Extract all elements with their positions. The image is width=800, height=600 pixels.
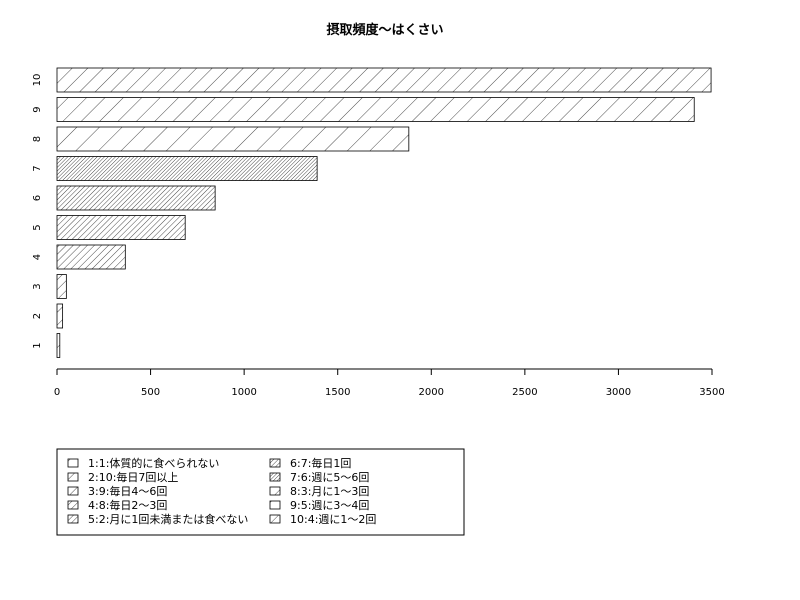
legend-label-8: 8:3:月に1〜3回	[290, 485, 369, 498]
y-tick-label-5: 5	[32, 224, 43, 230]
legend-swatch-9	[269, 500, 281, 510]
y-tick-label-10: 10	[32, 74, 43, 87]
x-tick-label-500: 500	[141, 387, 160, 398]
legend-swatch-8	[269, 486, 281, 496]
legend-swatch-1	[67, 458, 79, 468]
legend-label-10: 10:4:週に1〜2回	[290, 513, 376, 526]
bar-4	[56, 244, 126, 270]
y-tick-label-7: 7	[32, 165, 43, 171]
x-tick-label-3500: 3500	[699, 387, 724, 398]
x-tick-label-3000: 3000	[606, 387, 631, 398]
legend-label-5: 5:2:月に1回未満または食べない	[88, 512, 248, 526]
bar-6	[56, 185, 216, 211]
x-tick-label-0: 0	[54, 387, 60, 398]
x-axis: 0 500 1000 1500 2000 2500 3000 3500	[54, 368, 725, 398]
y-tick-label-8: 8	[32, 136, 43, 142]
legend-label-7: 7:6:週に5〜6回	[290, 471, 369, 484]
chart-title: 摂取頻度〜はくさい	[326, 22, 443, 38]
legend-label-6: 6:7:毎日1回	[290, 457, 351, 470]
y-tick-label-9: 9	[32, 106, 43, 112]
legend-label-4: 4:8:毎日2〜3回	[88, 499, 167, 512]
legend-label-3: 3:9:毎日4〜6回	[88, 485, 167, 498]
legend-swatch-2	[67, 472, 79, 482]
legend-swatch-10	[269, 514, 281, 524]
bar-1	[56, 333, 61, 358]
bars-layer	[56, 67, 712, 358]
bar-8	[56, 126, 410, 152]
bar-9	[56, 97, 695, 122]
bar-10	[56, 67, 712, 93]
y-tick-label-4: 4	[32, 254, 43, 260]
legend-box	[56, 448, 465, 536]
y-tick-label-6: 6	[32, 195, 43, 201]
x-tick-label-2000: 2000	[419, 387, 444, 398]
bar-3	[56, 274, 67, 299]
legend-swatch-7	[269, 472, 281, 482]
y-axis-labels: 1 2 3 4 5 6 7 8 9 10	[32, 74, 43, 349]
legend-label-9: 9:5:週に3〜4回	[290, 499, 369, 512]
legend-label-2: 2:10:毎日7回以上	[88, 471, 178, 484]
legend-swatch-3	[67, 486, 79, 496]
y-tick-label-1: 1	[32, 342, 43, 348]
legend-swatch-4	[67, 500, 79, 510]
legend-swatch-5	[67, 514, 79, 524]
y-tick-label-3: 3	[32, 283, 43, 289]
x-tick-label-1000: 1000	[231, 387, 256, 398]
y-tick-label-2: 2	[32, 313, 43, 319]
bar-5	[56, 215, 186, 240]
bar-2	[56, 303, 64, 329]
x-tick-label-2500: 2500	[512, 387, 537, 398]
legend: 1:1:体質的に食べられない2:10:毎日7回以上3:9:毎日4〜6回4:8:毎…	[56, 448, 465, 536]
legend-label-1: 1:1:体質的に食べられない	[88, 456, 219, 470]
bar-7	[56, 156, 318, 181]
x-tick-label-1500: 1500	[325, 387, 350, 398]
legend-swatch-6	[269, 458, 281, 468]
